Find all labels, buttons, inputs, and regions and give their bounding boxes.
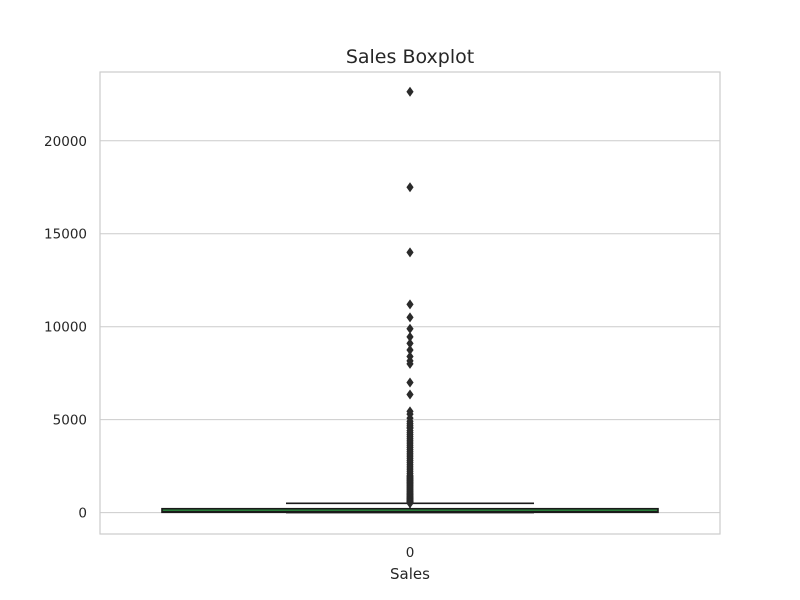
outlier-point xyxy=(406,344,414,355)
y-tick-label: 20000 xyxy=(44,134,87,150)
outlier-point xyxy=(406,323,414,334)
outlier-point xyxy=(406,86,414,97)
y-tick-label: 0 xyxy=(78,506,87,522)
outlier-point xyxy=(406,498,414,509)
outlier-point xyxy=(406,389,414,400)
outlier-point xyxy=(406,299,414,310)
x-tick-labels: 0 xyxy=(406,545,415,561)
x-axis-label: Sales xyxy=(390,565,430,583)
box-group xyxy=(161,502,659,514)
outlier-point xyxy=(406,377,414,388)
outlier-point xyxy=(406,247,414,258)
chart-title: Sales Boxplot xyxy=(346,46,474,68)
outlier-point xyxy=(406,331,414,342)
y-tick-labels: 0 5000 10000 15000 20000 xyxy=(44,134,87,522)
y-tick-label: 5000 xyxy=(53,413,87,429)
y-tick-label: 10000 xyxy=(44,320,87,336)
x-tick-label: 0 xyxy=(406,545,415,561)
outlier-point xyxy=(406,338,414,349)
outlier-point xyxy=(406,358,414,369)
y-tick-label: 15000 xyxy=(44,227,87,243)
outlier-point xyxy=(406,182,414,193)
plot-frame xyxy=(99,71,721,535)
outlier-point xyxy=(406,312,414,323)
outlier-points xyxy=(406,86,414,509)
